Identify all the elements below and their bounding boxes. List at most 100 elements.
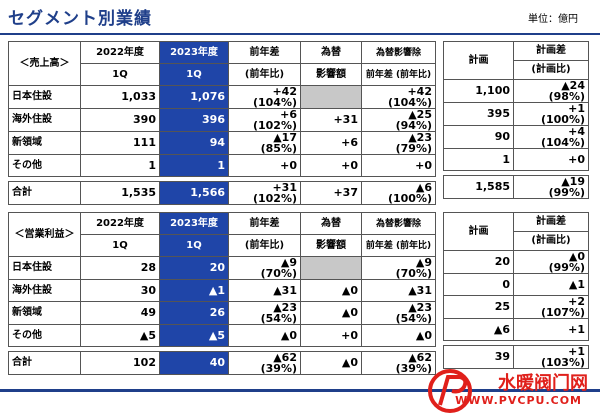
plan-value: 39 — [443, 345, 514, 369]
fx-value: +31 — [300, 108, 362, 132]
col-plan-diff: 計画差 — [513, 212, 589, 232]
exfx-pct: (54%) — [395, 312, 432, 325]
fx-value — [300, 256, 362, 280]
plan-pct: (104%) — [540, 136, 585, 149]
watermark-logo: 水暖阀门网 WWW.PVCPU.COM — [426, 367, 596, 413]
yoy-pct: (102%) — [252, 119, 297, 132]
plan-diff: +2 — [568, 295, 585, 308]
fx-value: +6 — [300, 131, 362, 155]
yoy-diff: ▲31 — [273, 284, 297, 297]
exfx-diff: ▲62 — [408, 351, 432, 364]
row-label: その他 — [8, 154, 81, 177]
exfx-diff: ▲6 — [415, 181, 432, 194]
fx-value: +37 — [300, 181, 362, 205]
yoy-value: +0 — [228, 154, 301, 177]
sales-table: ＜売上高＞ 2022年度 2023年度 前年差 為替 為替影響除 1Q 1Q (… — [8, 41, 436, 205]
col-cur-year: 2023年度 — [159, 41, 229, 64]
exfx-value: +0 — [361, 154, 436, 177]
table-row: 新領域 111 94 ▲17 (85%) +6 ▲23 (79%) — [8, 131, 436, 155]
sales-section-label: ＜売上高＞ — [8, 41, 81, 86]
col-yoy: 前年差 — [228, 41, 301, 64]
plan-value: 1,585 — [443, 175, 514, 199]
plan-pct: (103%) — [540, 356, 585, 369]
table-row: 新領域 49 26 ▲23 (54%) ▲0 ▲23 (54%) — [8, 301, 436, 325]
exfx-value: ▲0 — [361, 324, 436, 347]
table-row: 20 ▲0 (99%) — [443, 250, 589, 274]
yoy-diff: +31 — [272, 181, 297, 194]
col-prev-q: 1Q — [80, 234, 160, 257]
plan-diff: +1 — [568, 345, 585, 358]
col-plan: 計画 — [443, 212, 514, 251]
pv-logo-icon — [428, 369, 472, 413]
table-row: 39 +1 (103%) — [443, 345, 589, 369]
plan-diff-value: ▲0 (99%) — [513, 250, 589, 274]
exfx-pct: (104%) — [387, 96, 432, 109]
sales-plan-table: 計画 計画差 (計画比) 1,100 ▲24 (98%) 395 +1 (100%) 90 +… — [443, 41, 589, 199]
prev-value: 1,033 — [80, 85, 160, 109]
plan-diff: ▲0 — [568, 250, 585, 263]
plan-diff: +4 — [568, 125, 585, 138]
cur-value: 1 — [159, 154, 229, 177]
plan-diff-value: ▲24 (98%) — [513, 79, 589, 103]
exfx-value: ▲31 — [361, 279, 436, 302]
plan-diff: ▲19 — [561, 175, 585, 188]
yoy-pct: (54%) — [260, 312, 297, 325]
table-row: 合計 102 40 ▲62 (39%) ▲0 ▲62 (39%) — [8, 351, 436, 375]
plan-value: 20 — [443, 250, 514, 274]
col-fx: 為替 — [300, 212, 362, 235]
yoy-value: ▲0 — [228, 324, 301, 347]
yoy-diff: ▲23 — [273, 301, 297, 314]
row-label: 海外住設 — [8, 279, 81, 302]
exfx-diff: +0 — [415, 159, 432, 172]
exfx-diff: ▲23 — [408, 131, 432, 144]
profit-plan-table: 計画 計画差 (計画比) 20 ▲0 (99%) 0 ▲1 25 +2 (107%) ▲6 +1 3… — [443, 212, 589, 369]
fx-value: ▲0 — [300, 301, 362, 325]
fx-value: +0 — [300, 324, 362, 347]
yoy-diff: ▲62 — [273, 351, 297, 364]
table-row: 395 +1 (100%) — [443, 102, 589, 126]
fx-value: ▲0 — [300, 279, 362, 302]
table-row: ▲6 +1 — [443, 318, 589, 341]
table-row: 1,585 ▲19 (99%) — [443, 175, 589, 199]
yoy-value: ▲17 (85%) — [228, 131, 301, 155]
title-rule — [0, 33, 600, 35]
profit-section-label: ＜営業利益＞ — [8, 212, 81, 257]
plan-pct: (100%) — [540, 113, 585, 126]
yoy-value: +31 (102%) — [228, 181, 301, 205]
cur-value: 1,566 — [159, 181, 229, 205]
table-row: その他 ▲5 ▲5 ▲0 +0 ▲0 — [8, 324, 436, 347]
col-prev-q: 1Q — [80, 63, 160, 86]
yoy-diff: ▲9 — [280, 256, 297, 269]
table-row: 合計 1,535 1,566 +31 (102%) +37 ▲6 (100%) — [8, 181, 436, 205]
cur-value: 26 — [159, 301, 229, 325]
col-exfx: 為替影響除 — [361, 41, 436, 64]
exfx-value: +42 (104%) — [361, 85, 436, 109]
col-yoy: 前年差 — [228, 212, 301, 235]
profit-table: ＜営業利益＞ 2022年度 2023年度 前年差 為替 為替影響除 1Q 1Q … — [8, 212, 436, 375]
plan-diff: ▲1 — [568, 278, 585, 291]
exfx-value: ▲23 (54%) — [361, 301, 436, 325]
cur-value: ▲5 — [159, 324, 229, 347]
page-title: セグメント別業績 — [8, 9, 152, 29]
plan-diff: +1 — [568, 323, 585, 336]
plan-value: 1,100 — [443, 79, 514, 103]
exfx-diff: ▲0 — [415, 329, 432, 342]
yoy-diff: +42 — [272, 85, 297, 98]
plan-diff-value: +1 — [513, 318, 589, 341]
yoy-diff: +6 — [280, 108, 297, 121]
table-row: 0 ▲1 — [443, 273, 589, 296]
row-label: 合計 — [8, 181, 81, 205]
yoy-pct: (70%) — [260, 267, 297, 280]
plan-pct: (99%) — [548, 186, 585, 199]
table-row: 90 +4 (104%) — [443, 125, 589, 149]
exfx-value: ▲25 (94%) — [361, 108, 436, 132]
prev-value: 1 — [80, 154, 160, 177]
exfx-pct: (94%) — [395, 119, 432, 132]
exfx-diff: ▲25 — [408, 108, 432, 121]
row-label: その他 — [8, 324, 81, 347]
plan-diff: +0 — [568, 153, 585, 166]
exfx-diff: ▲31 — [408, 284, 432, 297]
yoy-value: ▲23 (54%) — [228, 301, 301, 325]
prev-value: 102 — [80, 351, 160, 375]
yoy-value: ▲62 (39%) — [228, 351, 301, 375]
